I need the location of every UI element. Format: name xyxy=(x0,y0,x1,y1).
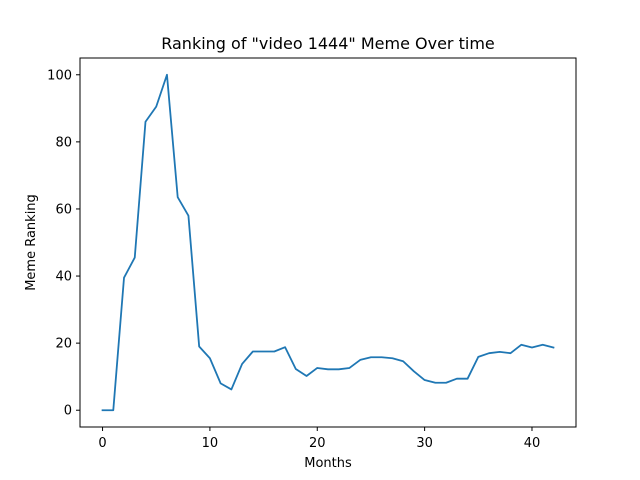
x-tick-label: 30 xyxy=(416,436,433,451)
x-tick-label: 40 xyxy=(524,436,541,451)
plot-area xyxy=(101,73,555,412)
series-line xyxy=(101,73,555,412)
y-axis-label: Meme Ranking xyxy=(24,194,39,291)
y-tick-label: 0 xyxy=(64,404,72,419)
y-tick-label: 100 xyxy=(47,68,72,83)
y-axis: 0 20 40 60 80 100 xyxy=(47,68,80,419)
y-tick-label: 60 xyxy=(55,202,72,217)
chart-title: Ranking of "video 1444" Meme Over time xyxy=(161,34,495,53)
y-tick-label: 40 xyxy=(55,270,72,285)
x-axis: 0 10 20 30 40 xyxy=(98,427,540,451)
x-tick-label: 20 xyxy=(309,436,326,451)
plot-frame xyxy=(79,57,577,428)
y-tick-label: 80 xyxy=(55,135,72,150)
x-axis-label: Months xyxy=(304,456,352,471)
x-tick-label: 10 xyxy=(202,436,219,451)
y-tick-label: 20 xyxy=(55,337,72,352)
x-tick-label: 0 xyxy=(98,436,106,451)
